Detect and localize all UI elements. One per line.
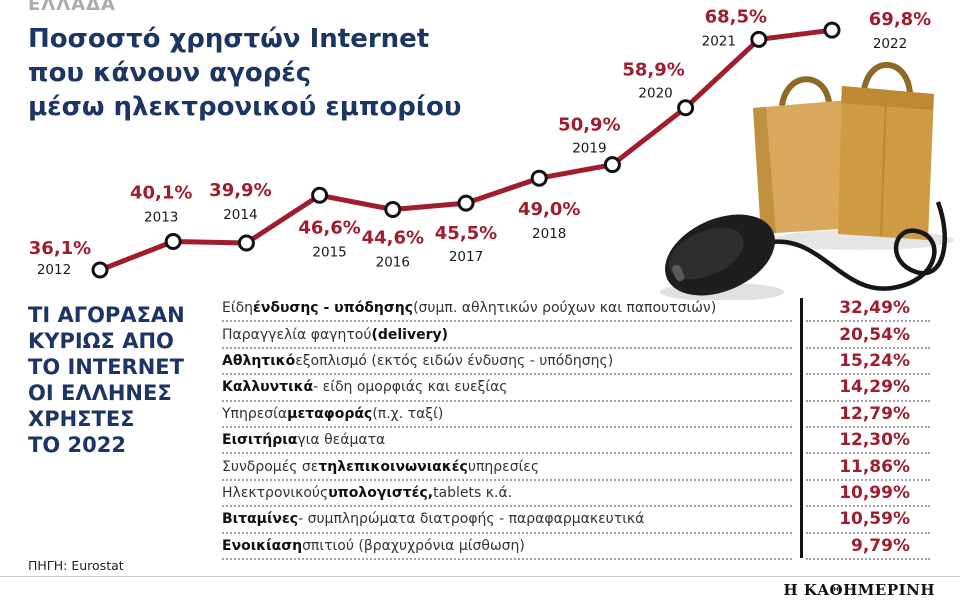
- item-label: Συνδρομές σε τηλεπικοινωνιακές υπηρεσίες: [222, 454, 792, 481]
- data-point: [384, 201, 402, 219]
- item-label: Εισιτήρια για θεάματα: [222, 428, 792, 455]
- year-label: 2016: [376, 255, 410, 271]
- year-label: 2015: [312, 244, 346, 260]
- item-percentage: 10,99%: [806, 481, 930, 508]
- purchases-table: Είδη ένδυσης - υπόδησης (συμπ. αθλητικών…: [222, 296, 930, 560]
- item-label: Είδη ένδυσης - υπόδησης (συμπ. αθλητικών…: [222, 296, 792, 323]
- table-row: Υπηρεσία μεταφοράς (π.χ. ταξί) 12,79%: [222, 402, 930, 428]
- value-label: 46,6%: [298, 217, 360, 238]
- value-label: 44,6%: [362, 228, 424, 249]
- year-label: 2014: [223, 207, 257, 223]
- year-label: 2013: [144, 210, 178, 226]
- line-chart: 36,1% 2012 40,1% 2013 39,9% 2014 46,6% 2015 44,6…: [29, 6, 954, 300]
- item-percentage: 12,30%: [806, 428, 930, 455]
- value-label: 58,9%: [622, 60, 684, 81]
- footer-divider: [0, 576, 960, 577]
- item-label: Ηλεκτρονικούς υπολογιστές, tablets κ.ά.: [222, 481, 792, 508]
- shopping-bags-icon: [753, 61, 954, 250]
- data-point: [603, 156, 621, 174]
- item-label: Υπηρεσία μεταφοράς (π.χ. ταξί): [222, 402, 792, 428]
- item-percentage: 14,29%: [806, 375, 930, 402]
- data-point: [823, 21, 841, 39]
- year-label: 2022: [873, 36, 907, 52]
- data-point: [164, 233, 182, 251]
- value-label: 40,1%: [130, 183, 192, 204]
- column-divider: [800, 298, 803, 558]
- item-label: Ενοικίαση σπιτιού (βραχυχρόνια μίσθωση): [222, 534, 792, 560]
- publisher-logo: Η ΚΑΘΗΜΕΡΙΝΗ: [783, 581, 935, 599]
- item-percentage: 20,54%: [806, 322, 930, 349]
- mouse-icon: [660, 214, 784, 300]
- table-row: Εισιτήρια για θεάματα 12,30%: [222, 428, 930, 455]
- table-row: Βιταμίνες - συμπληρώματα διατροφής - παρ…: [222, 507, 930, 534]
- year-label: 2018: [532, 226, 566, 242]
- value-label: 45,5%: [435, 223, 497, 244]
- table-row: Είδη ένδυσης - υπόδησης (συμπ. αθλητικών…: [222, 296, 930, 323]
- source-note: ΠΗΓΗ: Eurostat: [28, 558, 124, 573]
- value-label: 49,0%: [518, 199, 580, 220]
- item-label: Καλλυντικά - είδη ομορφιάς και ευεξίας: [222, 375, 792, 402]
- chart-label-layer: 36,1% 2012 40,1% 2013 39,9% 2014 46,6% 2015 44,6…: [29, 6, 931, 278]
- year-label: 2019: [572, 141, 606, 157]
- data-point: [750, 30, 768, 48]
- table-row: Ενοικίαση σπιτιού (βραχυχρόνια μίσθωση) 9…: [222, 534, 930, 560]
- kicker: ΕΛΛΑΔΑ: [28, 0, 116, 15]
- table-row: Αθλητικό εξοπλισμό (εκτός ειδών ένδυσης …: [222, 349, 930, 376]
- table-row: Συνδρομές σε τηλεπικοινωνιακές υπηρεσίες…: [222, 454, 930, 481]
- item-percentage: 10,59%: [806, 507, 930, 534]
- year-label: 2017: [449, 249, 483, 265]
- value-label: 39,9%: [209, 180, 271, 201]
- year-label: 2021: [702, 33, 736, 49]
- value-label: 68,5%: [705, 6, 767, 27]
- year-label: 2020: [638, 86, 672, 102]
- table-heading: ΤΙ ΑΓΟΡΑΣΑΝ ΚΥΡΙΩΣ ΑΠΟ ΤΟ INTERNET ΟΙ ΕΛ…: [28, 303, 185, 457]
- data-point: [91, 261, 109, 279]
- value-label: 69,8%: [869, 9, 931, 30]
- data-point: [677, 99, 695, 117]
- item-label: Αθλητικό εξοπλισμό (εκτός ειδών ένδυσης …: [222, 349, 792, 376]
- table-row: Καλλυντικά - είδη ομορφιάς και ευεξίας 14…: [222, 375, 930, 402]
- data-point: [530, 169, 548, 187]
- data-point: [311, 186, 329, 204]
- page-title: Ποσοστό χρηστών Internet που κάνουν αγορ…: [28, 24, 462, 122]
- value-label: 36,1%: [29, 238, 91, 259]
- item-percentage: 12,79%: [806, 402, 930, 428]
- item-label: Βιταμίνες - συμπληρώματα διατροφής - παρ…: [222, 507, 792, 534]
- year-label: 2012: [37, 262, 71, 278]
- item-percentage: 32,49%: [806, 296, 930, 323]
- table-row: Ηλεκτρονικούς υπολογιστές, tablets κ.ά. 1…: [222, 481, 930, 508]
- value-label: 50,9%: [558, 115, 620, 136]
- item-percentage: 15,24%: [806, 349, 930, 376]
- data-point: [457, 194, 475, 212]
- chart-point-layer: [91, 21, 841, 279]
- data-point: [237, 234, 255, 252]
- mouse-cable-icon: [761, 201, 947, 291]
- table-row: Παραγγελία φαγητού (delivery) 20,54%: [222, 322, 930, 349]
- item-percentage: 11,86%: [806, 454, 930, 481]
- item-label: Παραγγελία φαγητού (delivery): [222, 322, 792, 349]
- item-percentage: 9,79%: [806, 534, 930, 560]
